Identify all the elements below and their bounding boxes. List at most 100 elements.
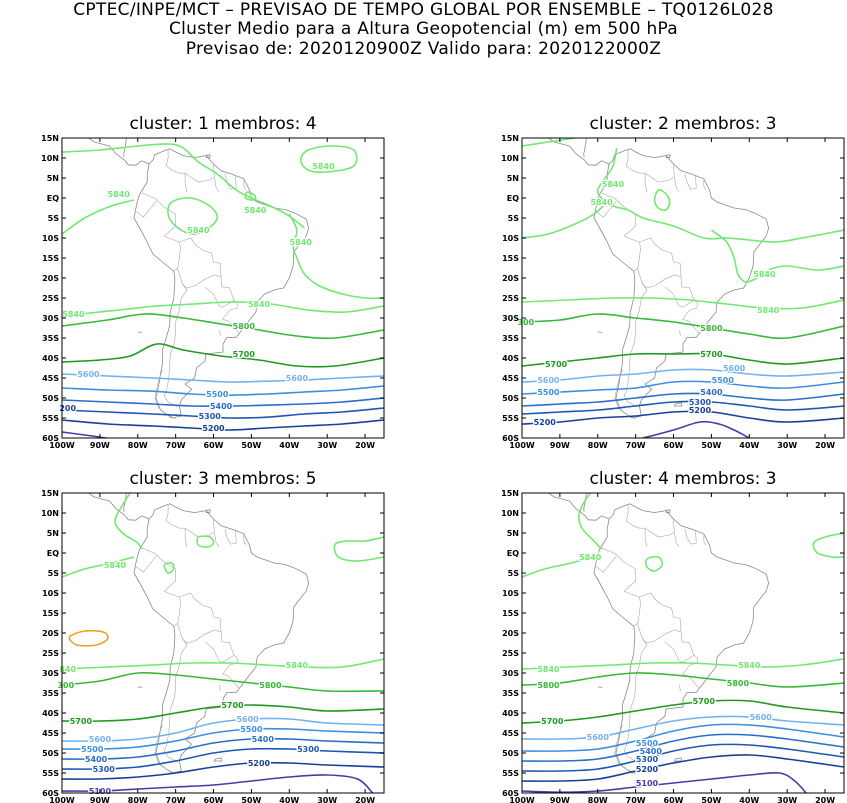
contour-5700 bbox=[62, 704, 384, 722]
lat-tick-label: 50S bbox=[502, 394, 519, 403]
contour-5840 bbox=[244, 191, 257, 201]
lon-tick-label: 30W bbox=[317, 441, 337, 450]
lat-tick-label: EQ bbox=[507, 549, 519, 558]
lat-tick-label: 35S bbox=[502, 334, 519, 343]
contour-label: 5300 bbox=[636, 755, 659, 764]
country-border bbox=[679, 329, 681, 337]
country-border bbox=[177, 592, 222, 644]
country-border bbox=[625, 150, 648, 193]
country-border bbox=[243, 178, 246, 191]
lat-tick-label: 5N bbox=[507, 174, 519, 183]
map-frame bbox=[521, 492, 845, 794]
contour-label: 5840 bbox=[108, 190, 131, 199]
lat-tick-label: EQ bbox=[507, 194, 519, 203]
lat-tick-label: 60S bbox=[42, 789, 59, 798]
contour-5200 bbox=[62, 419, 384, 431]
country-border bbox=[673, 518, 680, 548]
country-border bbox=[703, 178, 706, 191]
panel-title: cluster: 1 membros: 4 bbox=[129, 114, 316, 134]
contour-label: 5400 bbox=[210, 402, 233, 411]
contour-5700 bbox=[62, 343, 384, 368]
contour-label: 5840 bbox=[248, 300, 271, 309]
country-border bbox=[141, 192, 180, 243]
lon-tick-label: 60W bbox=[664, 796, 684, 803]
coastlines bbox=[87, 138, 310, 420]
contour-5800 bbox=[62, 313, 384, 340]
contour-label: 5700 bbox=[700, 350, 723, 359]
lat-tick-label: 5N bbox=[47, 174, 59, 183]
map-panel-cluster-3: cluster: 3 membros: 5 5840 5840 840 5800 300 5… bbox=[41, 469, 385, 803]
coastline-central-america bbox=[547, 138, 610, 166]
contour-5840 bbox=[288, 213, 384, 300]
lon-tick-label: 30W bbox=[777, 441, 797, 450]
lat-tick-label: 50S bbox=[42, 394, 59, 403]
coastline-fjords bbox=[614, 369, 636, 420]
contour-5200 bbox=[62, 761, 384, 780]
lon-tick-label: 30W bbox=[317, 796, 337, 803]
coastline-trinidad bbox=[665, 154, 671, 158]
coastline-falklands bbox=[673, 757, 683, 762]
contour-label: 5400 bbox=[252, 735, 275, 744]
contour-5100 bbox=[62, 431, 112, 438]
header-line-1: CPTEC/INPE/MCT – PREVISAO DE TEMPO GLOBA… bbox=[73, 0, 774, 20]
lon-tick-label: 50W bbox=[701, 796, 721, 803]
coastlines bbox=[547, 493, 770, 775]
contour-5300 bbox=[62, 747, 384, 770]
coastline-trinidad bbox=[205, 509, 211, 513]
country-border bbox=[165, 150, 188, 193]
contour-lines bbox=[62, 493, 384, 793]
lat-tick-label: 10S bbox=[42, 234, 59, 243]
lat-tick-label: 40S bbox=[502, 709, 519, 718]
contour-label: 5600 bbox=[286, 374, 309, 383]
country-border bbox=[163, 283, 188, 408]
contour-label: 5300 bbox=[689, 398, 712, 407]
lat-tick-label: 15S bbox=[502, 254, 519, 263]
country-border bbox=[243, 533, 246, 546]
lon-tick-label: 80W bbox=[588, 441, 608, 450]
contour-label: 5300 bbox=[297, 745, 320, 754]
contour-5840 bbox=[62, 556, 135, 578]
contour-label: 5200 bbox=[636, 765, 659, 774]
country-border bbox=[204, 277, 235, 308]
lon-tick-label: 100W bbox=[509, 796, 535, 803]
axis-ticks: 15N10N5NEQ5S10S15S20S25S30S35S40S45S50S5… bbox=[41, 134, 384, 450]
lat-tick-label: 10N bbox=[41, 509, 59, 518]
lon-tick-label: 50W bbox=[241, 441, 261, 450]
contour-label: 5840 bbox=[579, 553, 602, 562]
lat-tick-label: 30S bbox=[502, 669, 519, 678]
contour-label: 5300 bbox=[93, 765, 116, 774]
panel-title: cluster: 4 membros: 3 bbox=[589, 469, 776, 489]
contour-5300 bbox=[522, 400, 844, 415]
axis-ticks: 15N10N5NEQ5S10S15S20S25S30S35S40S45S50S5… bbox=[501, 134, 844, 450]
country-border bbox=[163, 638, 188, 763]
lon-tick-label: 70W bbox=[166, 441, 186, 450]
lon-tick-label: 40W bbox=[279, 796, 299, 803]
country-border bbox=[601, 547, 640, 598]
contour-label: 5200 bbox=[534, 418, 557, 427]
contour-label: 5840 bbox=[187, 226, 210, 235]
lon-tick-label: 70W bbox=[626, 796, 646, 803]
contour-label: 5840 bbox=[753, 270, 776, 279]
lat-tick-label: 10S bbox=[42, 589, 59, 598]
lon-tick-label: 90W bbox=[550, 441, 570, 450]
contour-5840 bbox=[522, 203, 606, 239]
contour-label: 5700 bbox=[541, 717, 564, 726]
contour-label: 5400 bbox=[640, 747, 663, 756]
coastline-falklands bbox=[213, 757, 223, 762]
contour-5700 bbox=[522, 352, 844, 367]
contour-label: 5500 bbox=[240, 725, 263, 734]
lat-tick-label: 40S bbox=[502, 354, 519, 363]
contour-5840 bbox=[522, 658, 844, 670]
contour-5600 bbox=[62, 373, 384, 383]
coastline-south-america bbox=[593, 503, 770, 774]
lat-tick-label: 40S bbox=[42, 354, 59, 363]
contour-5840 bbox=[522, 296, 844, 310]
lon-tick-label: 90W bbox=[90, 441, 110, 450]
contour-5840 bbox=[80, 301, 384, 315]
lat-tick-label: 30S bbox=[42, 669, 59, 678]
contour-5300 bbox=[522, 743, 844, 772]
contour-5840 bbox=[62, 143, 305, 229]
coastline-central-america-east bbox=[123, 138, 127, 157]
contour-5700 bbox=[522, 699, 844, 724]
